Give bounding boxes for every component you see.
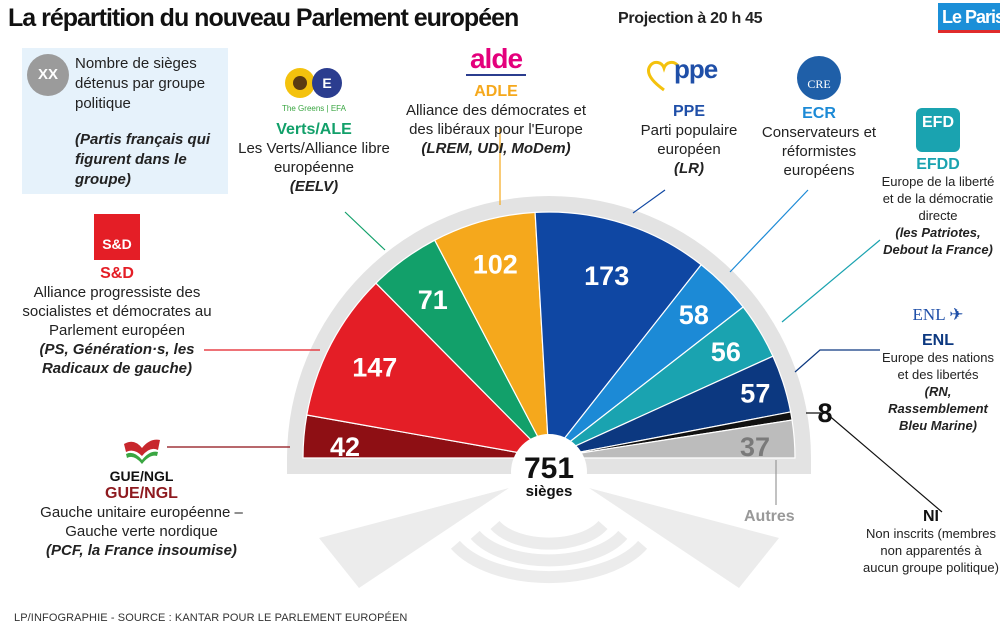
group-efdd: EFD EFDD Europe de la liberté et de la d… (876, 108, 1000, 258)
gue-ngl-acronym: GUE/NGL (105, 485, 178, 502)
group-ni: NI Non inscrits (membres non apparentés … (862, 508, 1000, 576)
legend-box: XX Nombre de sièges détenus par groupe p… (22, 48, 228, 194)
ni-full-name: Non inscrits (membres non apparentés à a… (863, 526, 999, 575)
decor-arc (450, 540, 648, 584)
segment-adle (433, 211, 550, 459)
greens-efa-logo-icon: E (285, 68, 342, 98)
enl-logo-icon: ENL ✈ (876, 306, 1000, 330)
ni-acronym: NI (923, 508, 939, 525)
group-ppe: ppe PPE Parti populaire européen (LR) (622, 54, 756, 178)
efd-logo-text: EFD (922, 114, 954, 131)
ecr-full-name: Conservateurs et réformistes européens (761, 124, 877, 179)
gue-ngl-full-name: Gauche unitaire européenne – Gauche vert… (40, 504, 243, 540)
decor-arc (490, 520, 608, 550)
alde-logo-text: alde (469, 43, 523, 74)
decor-wedge-right (589, 488, 779, 588)
ppe-full-name: Parti populaire européen (640, 122, 738, 158)
legend-text: Nombre de sièges détenus par groupe poli… (75, 55, 206, 112)
efdd-parties: (les Patriotes, Debout la France) (883, 225, 993, 257)
segments-layer (302, 211, 796, 460)
ppe-acronym: PPE (672, 103, 705, 120)
segment-sd (306, 282, 551, 459)
enl-acronym: ENL (922, 332, 954, 349)
leader-line (806, 412, 943, 513)
seat-label-sd: 147 (352, 353, 397, 383)
ecr-acronym: ECR (802, 105, 836, 122)
svg-text:E: E (322, 75, 331, 91)
newspaper-logo: Le Paris (938, 3, 1000, 33)
decor-wedge-left (319, 488, 509, 588)
verts-ale-acronym: Verts/ALE (276, 121, 352, 138)
greens-efa-logo-text: The Greens | EFA (282, 104, 346, 113)
source-footer: LP/INFOGRAPHIE - SOURCE : KANTAR POUR LE… (14, 612, 408, 624)
page-subtitle: Projection à 20 h 45 (618, 10, 763, 27)
total-seats-value: 751 (524, 452, 574, 485)
group-ecr: CRE ECR Conservateurs et réformistes eur… (756, 56, 882, 180)
autres-label: Autres (744, 508, 795, 525)
leader-lines (167, 128, 943, 513)
ppe-parties: (LR) (674, 160, 704, 177)
ppe-logo-icon: ppe (644, 54, 734, 98)
gue-ngl-logo-text: GUE/NGL (109, 468, 174, 484)
leader-line (729, 189, 809, 273)
cre-logo-icon: CRE (797, 56, 841, 100)
gue-ngl-parties: (PCF, la France insoumise) (46, 542, 237, 559)
ppe-heart-icon (647, 60, 680, 92)
page-title: La répartition du nouveau Parlement euro… (8, 4, 519, 32)
group-sd: S&D S&D Alliance progressiste des social… (12, 214, 222, 378)
enl-logo-text: ENL (912, 305, 945, 324)
alde-logo-icon: alde (466, 44, 526, 76)
group-enl: ENL ✈ ENL Europe des nations et des libe… (876, 306, 1000, 434)
verts-ale-parties: (EELV) (289, 178, 339, 195)
seat-label-autres: 37 (740, 432, 770, 462)
efdd-acronym: EFDD (916, 156, 960, 173)
sd-logo-icon: S&D (94, 214, 140, 260)
cre-logo-text: CRE (807, 77, 831, 91)
enl-full-name: Europe des nations et des libertés (881, 350, 995, 382)
decor-arc (470, 530, 628, 567)
efdd-full-name: Europe de la liberté et de la démocratie… (881, 174, 995, 223)
sd-full-name: Alliance progressiste des socialistes et… (22, 284, 212, 339)
ppe-logo-text: ppe (674, 54, 718, 84)
legend-italic-text: (Partis français qui figurent dans le gr… (75, 131, 211, 188)
sd-acronym: S&D (100, 265, 134, 282)
enl-parties: (RN, Rassemblement Bleu Marine) (888, 384, 988, 433)
adle-acronym: ADLE (474, 83, 518, 100)
group-verts-ale: E The Greens | EFA Verts/ALE Les Verts/A… (236, 66, 392, 196)
verts-ale-full-name: Les Verts/Alliance libre européenne (238, 140, 390, 176)
efd-logo-icon: EFD (916, 108, 960, 152)
leader-line (344, 211, 386, 251)
legend-badge: XX (27, 54, 69, 96)
sd-parties: (PS, Génération·s, les Radicaux de gauch… (39, 341, 195, 377)
seat-label-ecr: 58 (679, 300, 709, 330)
seat-label-vertsale: 71 (418, 285, 448, 315)
eagle-icon: ✈ (949, 305, 964, 324)
center-circle (511, 434, 587, 510)
adle-full-name: Alliance des démocrates et des libéraux … (405, 102, 587, 138)
segment-autres (548, 419, 796, 459)
seat-label-ni: 8 (817, 398, 832, 428)
group-adle: alde ADLE Alliance des démocrates et des… (396, 44, 596, 158)
leader-line (781, 239, 881, 323)
segment-ppe (534, 211, 703, 460)
gue-ngl-logo-icon (123, 439, 160, 464)
total-seats-unit: sièges (526, 483, 573, 500)
seat-label-efdd: 56 (711, 337, 741, 367)
center-badge: 751 sièges (511, 434, 587, 510)
adle-parties: (LREM, UDI, MoDem) (421, 140, 571, 157)
seat-label-ppe: 173 (584, 261, 629, 291)
sd-logo-text: S&D (102, 236, 132, 252)
seat-label-adle: 102 (473, 250, 518, 280)
seat-label-guengl: 42 (330, 432, 360, 462)
group-gue-ngl: GUE/NGL GUE/NGL Gauche unitaire européen… (14, 436, 269, 560)
leader-line (632, 189, 666, 214)
seat-label-enl: 57 (740, 378, 770, 408)
leader-line (794, 349, 880, 373)
